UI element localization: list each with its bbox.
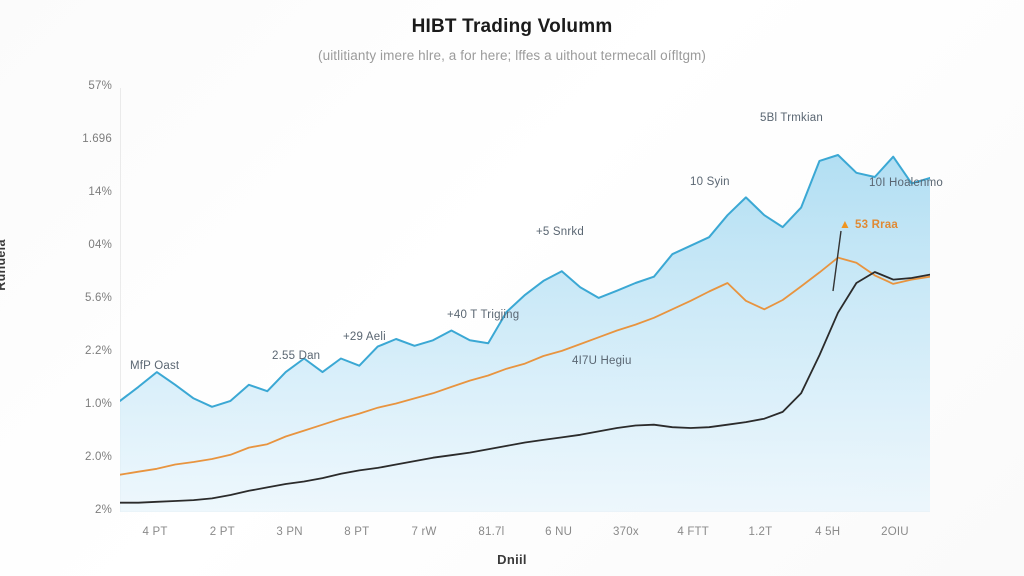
data-point-annotation: 53 Rraa bbox=[855, 219, 898, 231]
highlight-marker-icon: ▲ bbox=[839, 217, 851, 231]
chart-canvas bbox=[120, 88, 930, 512]
data-point-annotation: 10I Hoalenmo bbox=[869, 177, 943, 189]
y-axis-tick-label: 2.2% bbox=[84, 345, 112, 357]
plot-area: MfP Oast 2.55 Dan +29 Aeli +40 T Trigjing +5… bbox=[120, 88, 943, 512]
y-axis-tick-label: 2% bbox=[94, 504, 112, 516]
blue-area-fill bbox=[120, 155, 930, 512]
chart-subtitle: (uitlitianty imere hlre, a for here; lff… bbox=[317, 48, 706, 63]
y-axis-tick-label: 1.696 bbox=[82, 133, 112, 145]
data-point-annotation: +40 T Trigjing bbox=[447, 309, 520, 321]
x-axis-tick-label: 4 5H bbox=[815, 526, 841, 538]
x-axis-tick-label: 3 PN bbox=[276, 526, 303, 538]
y-axis-title: Runuela bbox=[0, 239, 8, 291]
data-point-annotation: 2.55 Dan bbox=[272, 350, 321, 362]
data-point-annotation: 5Bl Trmkian bbox=[760, 112, 823, 124]
y-axis-tick-label: 14% bbox=[88, 186, 112, 198]
y-axis-tick-label: 57% bbox=[88, 80, 112, 92]
annotation-leader-line bbox=[832, 230, 842, 292]
page-title: HIBT Trading Volumm bbox=[411, 16, 613, 37]
x-axis-tick-label: 7 rW bbox=[411, 526, 437, 538]
data-point-annotation: +29 Aeli bbox=[343, 331, 386, 343]
data-point-annotation: 10 Syin bbox=[690, 176, 730, 188]
x-axis-tick-label: 6 NU bbox=[545, 526, 573, 538]
data-point-annotation: 4I7U Hegiu bbox=[572, 355, 632, 367]
y-axis-tick-label: 5.6% bbox=[84, 292, 112, 304]
x-axis-title: Dniil bbox=[497, 552, 527, 567]
x-axis-tick-label: 370x bbox=[613, 526, 639, 538]
y-axis-tick-label: 1.0% bbox=[84, 398, 112, 410]
x-axis-tick-label: 2OIU bbox=[881, 526, 909, 538]
annotation-leader-lines bbox=[832, 230, 842, 292]
x-axis-tick-label: 81.7l bbox=[478, 526, 505, 538]
blue-series-line bbox=[120, 154, 930, 408]
y-axis-tick-label: 04% bbox=[88, 239, 112, 251]
orange-series-line bbox=[120, 256, 930, 476]
x-axis-tick-label: 2 PT bbox=[209, 526, 235, 538]
data-point-annotation: +5 Snrkd bbox=[536, 226, 584, 238]
x-axis-tick-label: 4 FTT bbox=[677, 526, 709, 538]
data-point-annotation: MfP Oast bbox=[130, 360, 180, 372]
x-axis-tick-label: 1.2T bbox=[748, 526, 773, 538]
y-axis-tick-label: 2.0% bbox=[84, 451, 112, 463]
x-axis-tick-label: 4 PT bbox=[142, 526, 168, 538]
x-axis-tick-label: 8 PT bbox=[344, 526, 370, 538]
black-series-line bbox=[120, 271, 930, 504]
